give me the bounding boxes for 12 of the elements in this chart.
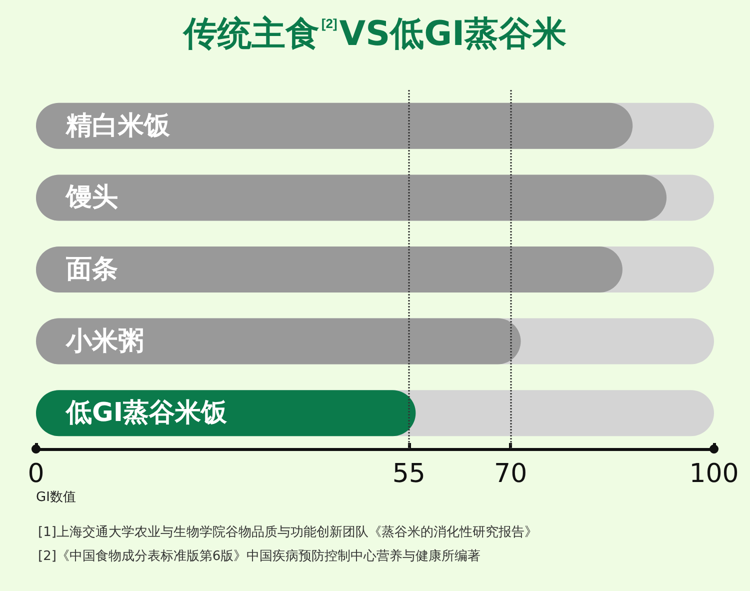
text: [1]上海交通大学农业与生物学院谷物品质与功能创新团队《蒸谷米的消化性研究报告》 <box>38 524 538 540</box>
text: [2]《中国食物成分表标准版第6版》中国疾病预防控制中心营养与健康所编著 <box>38 548 481 564</box>
x-tick-label: 70 <box>494 459 528 489</box>
y-tick-label: 小米粥 <box>65 326 144 356</box>
x-axis-title: GI数值 <box>36 490 76 505</box>
x-tick-label: 0 <box>28 459 44 489</box>
y-tick-label: 低GI蒸谷米饭 <box>65 398 228 428</box>
y-tick-label: 馒头 <box>65 182 118 213</box>
y-tick-label: 精白米饭 <box>65 110 171 141</box>
x-tick-label: 100 <box>689 459 739 489</box>
y-tick-label: 面条 <box>65 254 118 284</box>
x-tick-label: 55 <box>392 459 426 489</box>
